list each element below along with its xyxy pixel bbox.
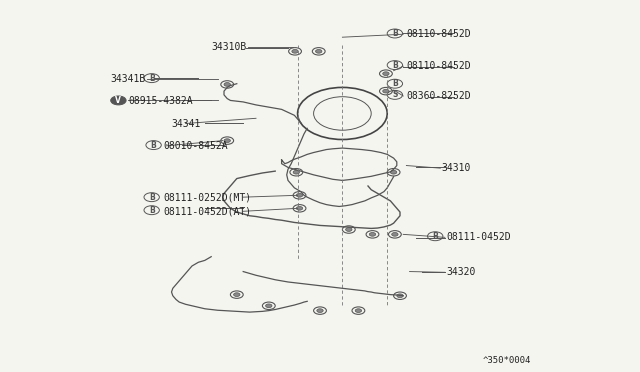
Circle shape — [224, 83, 230, 86]
Text: 34320: 34320 — [446, 267, 476, 277]
Circle shape — [369, 232, 376, 236]
Text: 08360-8252D: 08360-8252D — [406, 91, 471, 101]
Text: B: B — [149, 193, 154, 202]
Text: 34341: 34341 — [171, 119, 200, 128]
Circle shape — [355, 309, 362, 312]
Circle shape — [317, 309, 323, 312]
Circle shape — [397, 294, 403, 298]
Text: 34310B: 34310B — [211, 42, 246, 51]
Text: ^350*0004: ^350*0004 — [483, 356, 531, 365]
Circle shape — [392, 232, 398, 236]
Text: B: B — [392, 79, 397, 88]
Circle shape — [390, 170, 397, 174]
Text: 08110-8452D: 08110-8452D — [406, 61, 471, 71]
Text: 08915-4382A: 08915-4382A — [128, 96, 193, 106]
Text: 08111-0252D(MT): 08111-0252D(MT) — [163, 192, 252, 202]
Text: 34341B: 34341B — [111, 74, 146, 84]
Text: S: S — [392, 90, 397, 99]
Circle shape — [296, 206, 303, 210]
Text: 08110-8452D: 08110-8452D — [406, 29, 471, 39]
Text: V: V — [115, 96, 122, 105]
Circle shape — [383, 72, 389, 76]
Circle shape — [266, 304, 272, 308]
Text: B: B — [392, 61, 397, 70]
Circle shape — [383, 89, 389, 93]
Text: 08010-8452A: 08010-8452A — [163, 141, 228, 151]
Circle shape — [224, 139, 230, 142]
Text: B: B — [392, 29, 397, 38]
Text: B: B — [433, 232, 438, 241]
Circle shape — [316, 49, 322, 53]
Circle shape — [292, 49, 298, 53]
Text: B: B — [149, 206, 154, 215]
Circle shape — [346, 228, 352, 231]
Circle shape — [293, 170, 300, 174]
Text: 34310: 34310 — [442, 163, 471, 173]
Text: B: B — [151, 141, 156, 150]
Circle shape — [234, 293, 240, 296]
Circle shape — [296, 193, 303, 197]
Text: B: B — [149, 74, 154, 83]
Text: 08111-0452D: 08111-0452D — [446, 232, 511, 242]
Circle shape — [111, 96, 126, 105]
Text: 08111-0452D(AT): 08111-0452D(AT) — [163, 206, 252, 216]
